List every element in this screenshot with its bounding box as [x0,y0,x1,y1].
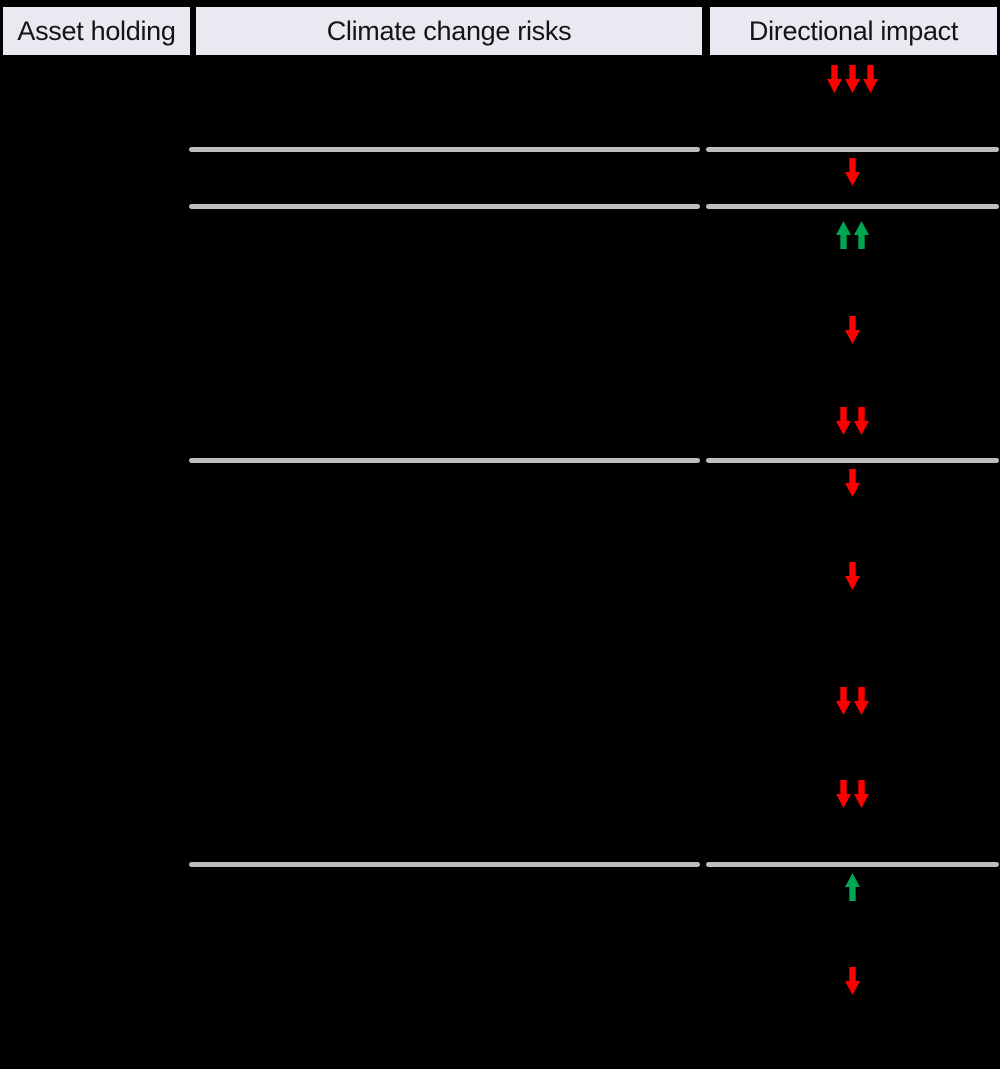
row-divider [0,147,1000,152]
down-arrow-icon [845,967,860,995]
down-arrow-icon [845,469,860,497]
column-header-directional-impact: Directional impact [710,7,997,55]
impact-arrow-group [705,967,1000,995]
up-arrow-icon [845,873,860,901]
down-arrow-icon [845,316,860,344]
row-divider [0,862,1000,867]
row-divider [0,458,1000,463]
row-divider-segment [706,204,999,209]
impact-arrow-group [705,873,1000,901]
down-arrow-icon [854,407,869,435]
impact-arrow-group [705,158,1000,186]
impact-arrow-group [705,469,1000,497]
impact-arrow-group [705,687,1000,715]
row-divider-segment [189,147,700,152]
down-arrow-icon [854,780,869,808]
down-arrow-icon [863,65,878,93]
impact-arrow-group [705,221,1000,249]
row-divider-segment [189,862,700,867]
up-arrow-icon [854,221,869,249]
impact-arrow-group [705,407,1000,435]
column-header-climate-change-risks: Climate change risks [196,7,702,55]
down-arrow-icon [845,158,860,186]
down-arrow-icon [836,687,851,715]
row-divider-segment [706,147,999,152]
column-header-asset-holding: Asset holding [3,7,190,55]
down-arrow-icon [854,687,869,715]
row-divider-segment [706,458,999,463]
down-arrow-icon [845,562,860,590]
down-arrow-icon [845,65,860,93]
impact-arrow-group [705,316,1000,344]
row-divider-segment [189,204,700,209]
row-divider-segment [706,862,999,867]
row-divider [0,204,1000,209]
impact-arrow-group [705,65,1000,93]
impact-arrow-group [705,562,1000,590]
impact-arrow-group [705,780,1000,808]
down-arrow-icon [836,407,851,435]
down-arrow-icon [836,780,851,808]
down-arrow-icon [827,65,842,93]
up-arrow-icon [836,221,851,249]
row-divider-segment [189,458,700,463]
